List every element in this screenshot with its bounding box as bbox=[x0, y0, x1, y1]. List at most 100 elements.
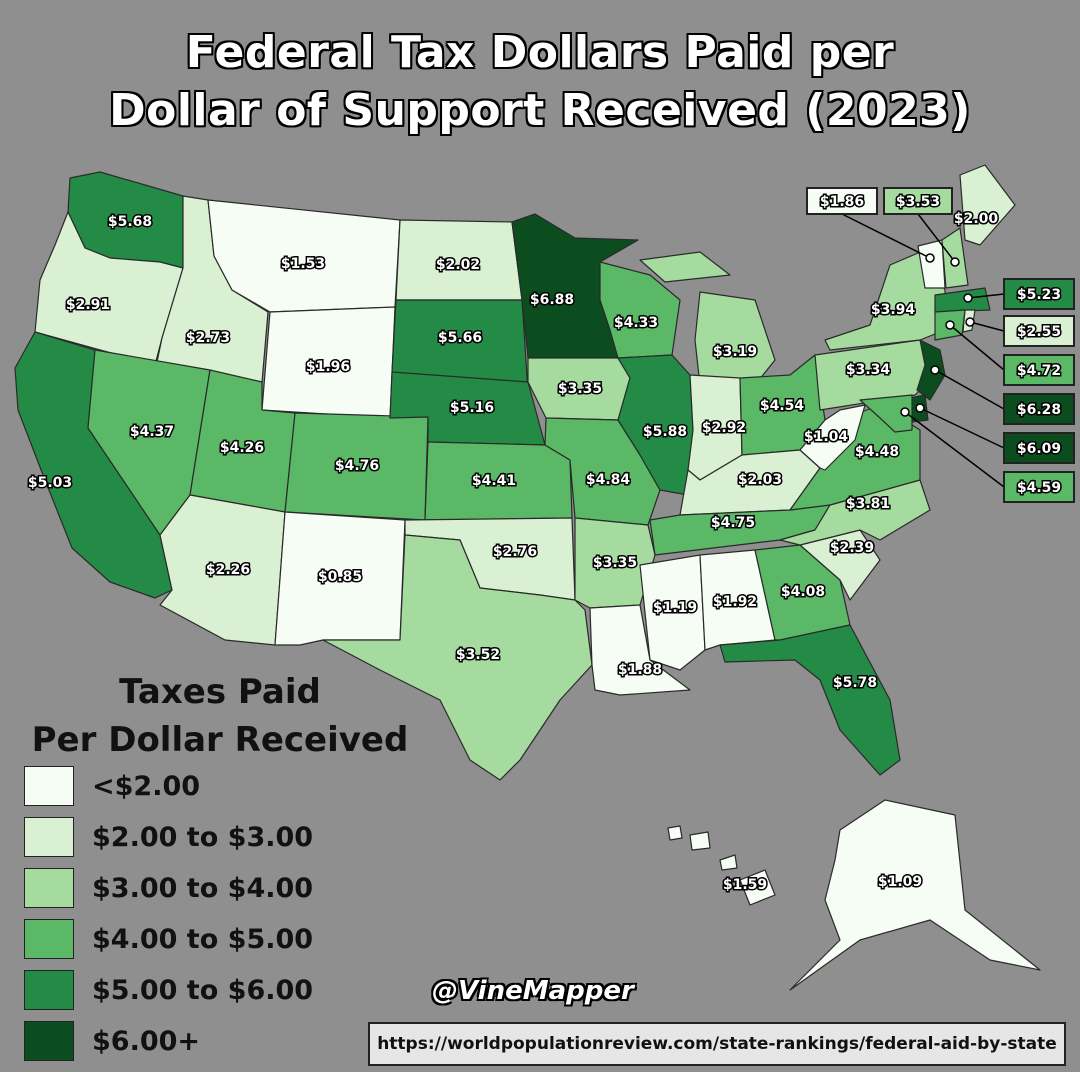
state-value-ia: $3.35 bbox=[558, 381, 602, 397]
state-value-in: $2.92 bbox=[702, 420, 746, 436]
state-value-wv: $1.04 bbox=[804, 429, 849, 445]
state-value-ok: $2.76 bbox=[493, 544, 537, 560]
callout-box-nj bbox=[1003, 393, 1075, 425]
state-value-ky: $2.03 bbox=[738, 472, 782, 488]
state-value-hi: $1.59 bbox=[723, 877, 767, 893]
callout-box-md bbox=[1003, 471, 1075, 503]
state-value-ga: $4.08 bbox=[781, 584, 825, 600]
legend-label: $4.00 to $5.00 bbox=[92, 923, 314, 955]
state-value-wi: $4.33 bbox=[614, 315, 658, 331]
state-value-nc: $3.81 bbox=[846, 496, 890, 512]
source-link[interactable]: https://worldpopulationreview.com/state-… bbox=[368, 1022, 1066, 1066]
state-value-ca: $5.03 bbox=[28, 475, 72, 491]
state-value-mt: $1.53 bbox=[281, 256, 325, 272]
title-line-2: Dollar of Support Received (2023) bbox=[109, 85, 971, 136]
legend-swatch bbox=[24, 970, 74, 1010]
state-value-ms: $1.19 bbox=[653, 600, 697, 616]
legend-title-line-2: Per Dollar Received bbox=[31, 720, 409, 760]
legend-swatch bbox=[24, 766, 74, 806]
state-value-oh: $4.54 bbox=[760, 398, 805, 414]
legend-title: Taxes Paid Per Dollar Received bbox=[20, 668, 420, 764]
state-value-nd: $2.02 bbox=[436, 257, 480, 273]
legend-swatch bbox=[24, 817, 74, 857]
callout-pointer-vt bbox=[925, 253, 935, 263]
callout-pointer-md bbox=[900, 407, 910, 417]
callout-box-vt bbox=[806, 187, 878, 215]
callout-box-ma bbox=[1003, 278, 1075, 310]
state-value-mo: $4.84 bbox=[586, 472, 631, 488]
state-value-me: $2.00 bbox=[954, 211, 999, 227]
state-wv bbox=[799, 404, 866, 471]
state-value-ne: $5.16 bbox=[450, 400, 494, 416]
callout-box-ri bbox=[1003, 315, 1075, 347]
callout-pointer-nj bbox=[930, 365, 940, 375]
legend-swatch bbox=[24, 1021, 74, 1061]
callout-line-nh bbox=[917, 213, 956, 263]
callout-line-ma bbox=[967, 293, 1005, 299]
state-ma bbox=[934, 287, 991, 313]
callout-pointer-ri bbox=[965, 317, 975, 327]
legend-label: $3.00 to $4.00 bbox=[92, 872, 314, 904]
state-value-fl: $5.78 bbox=[833, 675, 877, 691]
callout-line-ct bbox=[949, 324, 1005, 371]
callout-box-ct bbox=[1003, 354, 1075, 386]
legend-item: $5.00 to $6.00 bbox=[24, 968, 313, 1012]
state-value-md: $4.59 bbox=[1017, 480, 1061, 496]
state-value-vt: $1.86 bbox=[820, 194, 864, 210]
callout-pointer-nh bbox=[950, 257, 960, 267]
state-fl bbox=[719, 624, 901, 776]
state-value-va: $4.48 bbox=[855, 444, 899, 460]
state-value-or: $2.91 bbox=[66, 297, 110, 313]
state-value-il: $5.88 bbox=[643, 424, 687, 440]
state-ny bbox=[824, 249, 946, 351]
legend-title-line-1: Taxes Paid bbox=[119, 672, 321, 712]
state-value-ma: $5.23 bbox=[1017, 287, 1061, 303]
state-value-pa: $3.34 bbox=[846, 362, 891, 378]
legend-item: $6.00+ bbox=[24, 1019, 200, 1063]
states-layer bbox=[14, 164, 1041, 991]
state-ms bbox=[639, 554, 706, 671]
legend-label: $2.00 to $3.00 bbox=[92, 821, 314, 853]
state-value-ri: $2.55 bbox=[1017, 324, 1061, 340]
callout-pointer-ct bbox=[945, 320, 955, 330]
state-value-ct: $4.72 bbox=[1017, 363, 1061, 379]
state-value-sc: $2.39 bbox=[830, 540, 874, 556]
state-tx bbox=[322, 534, 593, 781]
state-value-nv: $4.37 bbox=[130, 424, 174, 440]
state-value-mi: $3.19 bbox=[713, 344, 757, 360]
callout-line-vt bbox=[841, 213, 931, 259]
callout-line-de bbox=[919, 407, 1005, 449]
legend-item: $2.00 to $3.00 bbox=[24, 815, 313, 859]
state-md bbox=[859, 394, 913, 433]
callout-line-nj bbox=[934, 369, 1005, 410]
state-value-co: $4.76 bbox=[335, 458, 379, 474]
state-value-sd: $5.66 bbox=[438, 330, 482, 346]
state-la bbox=[589, 604, 691, 696]
state-vt bbox=[917, 239, 946, 289]
state-value-ny: $3.94 bbox=[871, 302, 916, 318]
labels-layer: $5.68 $2.91 $5.03 $2.73 $4.37 $1.53 $1.96 $4.26… bbox=[26, 213, 923, 895]
state-ks bbox=[424, 441, 573, 521]
legend-label: $6.00+ bbox=[92, 1025, 201, 1057]
state-value-az: $2.26 bbox=[206, 562, 250, 578]
state-il bbox=[617, 354, 694, 496]
state-value-tx: $3.52 bbox=[456, 647, 500, 663]
state-value-la: $1.88 bbox=[618, 662, 662, 678]
callout-pointer-ma bbox=[963, 293, 973, 303]
legend-swatch bbox=[24, 919, 74, 959]
author-credit: @VineMapper bbox=[432, 976, 634, 1006]
state-value-nh: $3.53 bbox=[896, 194, 940, 210]
legend-item: $4.00 to $5.00 bbox=[24, 917, 313, 961]
state-ak bbox=[789, 799, 1041, 991]
state-value-id: $2.73 bbox=[186, 330, 230, 346]
legend-label: $5.00 to $6.00 bbox=[92, 974, 314, 1006]
legend-swatch bbox=[24, 868, 74, 908]
callouts-layer: $2.00 $6.28 $6.09 $4.59 $5.23 $2.55 $4.72 $1.86… bbox=[806, 187, 1075, 503]
state-value-de: $6.09 bbox=[1017, 441, 1061, 457]
state-value-nj: $6.28 bbox=[1017, 402, 1061, 418]
title-line-1: Federal Tax Dollars Paid per bbox=[185, 27, 895, 78]
state-value-ar: $3.35 bbox=[593, 555, 637, 571]
callout-pointer-de bbox=[915, 403, 925, 413]
state-value-ut: $4.26 bbox=[220, 440, 264, 456]
